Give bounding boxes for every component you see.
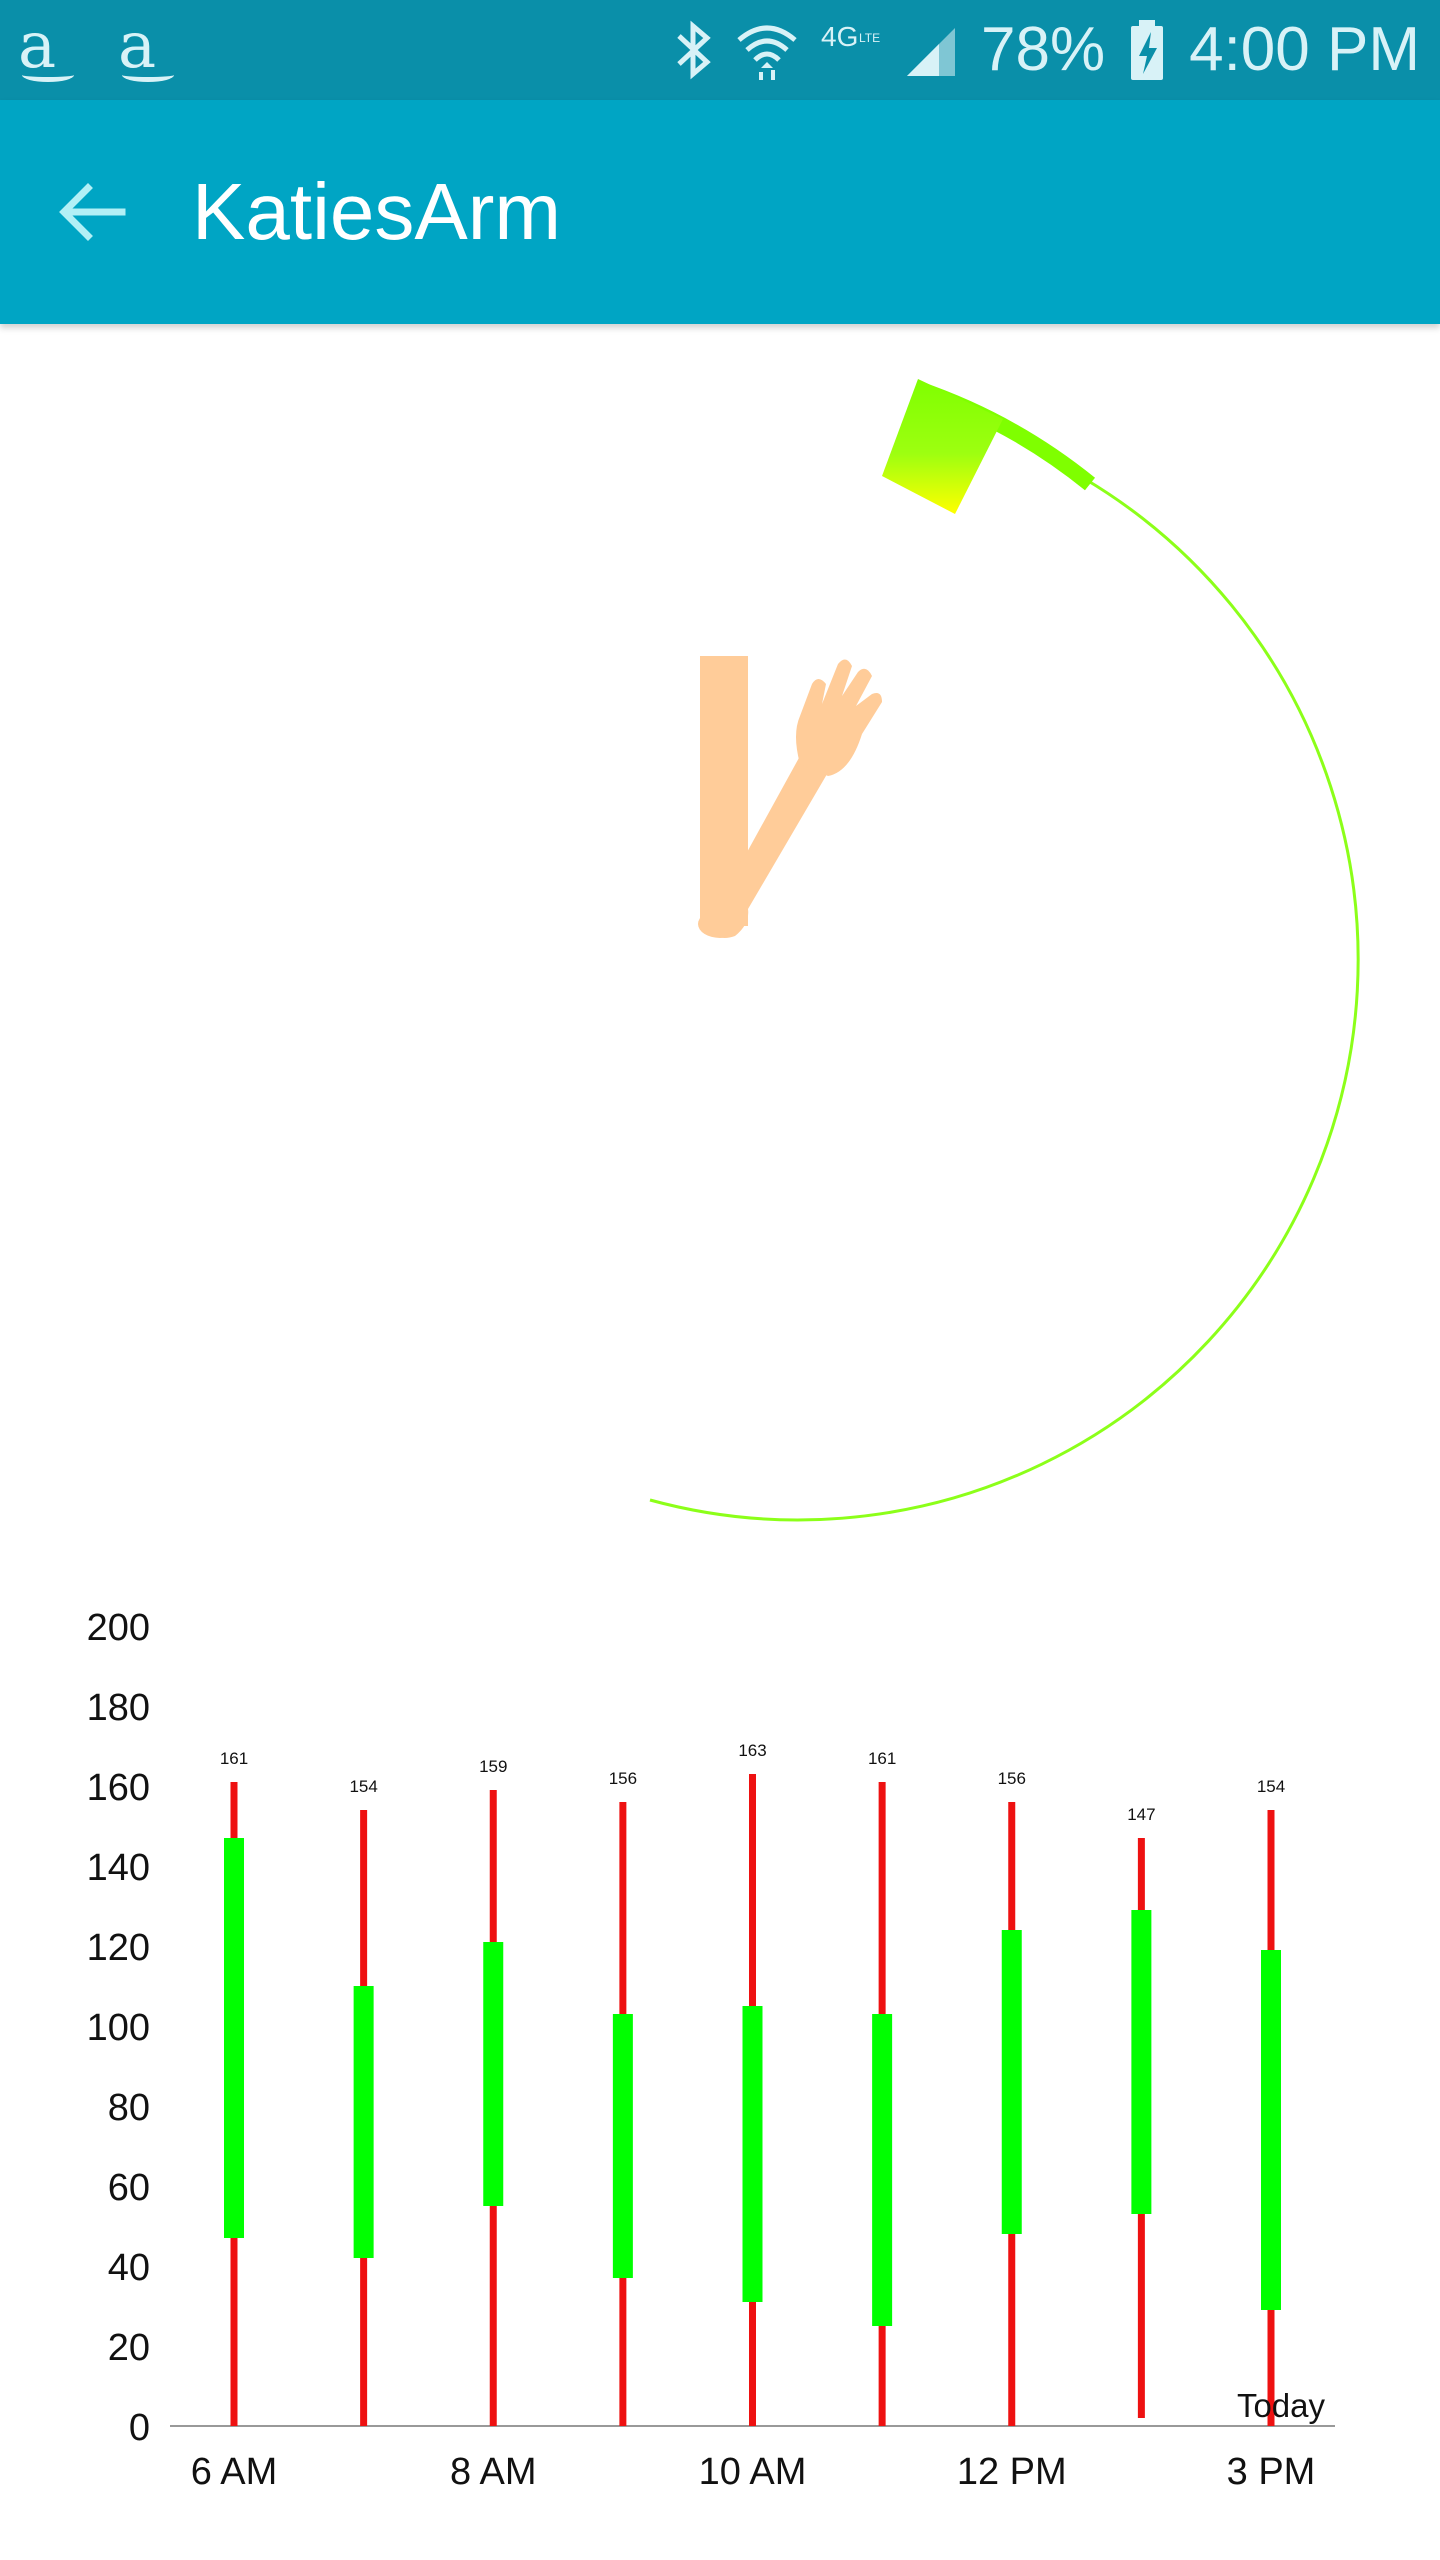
- data-label: 161: [868, 1749, 896, 1768]
- app-bar: KatiesArm: [0, 100, 1440, 324]
- back-button[interactable]: [52, 172, 132, 252]
- battery-charging-icon: [1127, 18, 1167, 82]
- amazon-icon: a: [118, 14, 178, 84]
- range-bar: [483, 1942, 504, 2206]
- range-bar: [224, 1838, 244, 2238]
- y-tick-label: 60: [108, 2167, 150, 2209]
- angle-gauge: [882, 379, 1003, 514]
- status-bar: a a 4G LTE 78%: [0, 0, 1440, 100]
- clock: 4:00 PM: [1189, 15, 1420, 84]
- amazon-icon: a: [18, 14, 78, 84]
- data-label: 154: [1257, 1777, 1285, 1796]
- y-tick-label: 80: [108, 2087, 150, 2129]
- data-label: 154: [349, 1777, 377, 1796]
- arm-raised-icon: [698, 656, 882, 938]
- range-chart: 0 20 40 60 80 100 120 140 160 180 200 161 154 159 156 1…: [0, 1570, 1440, 2560]
- y-tick-label: 0: [129, 2407, 150, 2449]
- data-label: 147: [1127, 1805, 1155, 1824]
- range-bar: [612, 2014, 633, 2278]
- range-bar: [353, 1986, 374, 2258]
- x-tick-label: 12 PM: [957, 2451, 1067, 2493]
- x-tick-label: 6 AM: [191, 2451, 278, 2493]
- data-label: 161: [220, 1749, 248, 1768]
- range-bar: [872, 2014, 893, 2326]
- range-bar: [1131, 1910, 1152, 2214]
- battery-percent: 78%: [981, 15, 1106, 84]
- bluetooth-icon: [673, 20, 713, 80]
- range-bar: [1261, 1950, 1281, 2310]
- x-tick-label: 10 AM: [699, 2451, 807, 2493]
- y-tick-label: 180: [87, 1687, 150, 1729]
- range-bar: [742, 2006, 763, 2302]
- signal-icon: [903, 20, 959, 80]
- status-left-icons: a a: [18, 14, 178, 84]
- chart-annotation: Today: [1237, 2387, 1326, 2424]
- arm-visualization: [0, 324, 1440, 1574]
- y-tick-label: 120: [87, 1927, 150, 1969]
- data-label: 156: [998, 1769, 1026, 1788]
- y-tick-label: 100: [87, 2007, 150, 2049]
- page-title: KatiesArm: [192, 167, 561, 256]
- data-label: 159: [479, 1757, 507, 1776]
- y-tick-label: 20: [108, 2327, 150, 2369]
- wifi-icon: [735, 20, 799, 80]
- y-tick-label: 40: [108, 2247, 150, 2289]
- data-label: 156: [609, 1769, 637, 1788]
- x-tick-label: 8 AM: [450, 2451, 537, 2493]
- x-tick-label: 3 PM: [1227, 2451, 1316, 2493]
- chart-svg: 0 20 40 60 80 100 120 140 160 180 200 161 154 159 156 1…: [87, 1607, 1335, 2493]
- network-label: 4G: [821, 21, 858, 52]
- y-tick-label: 140: [87, 1847, 150, 1889]
- status-right-icons: 4G LTE 78% 4:00 PM: [673, 0, 1420, 100]
- data-label: 163: [738, 1741, 766, 1760]
- range-arc: [649, 477, 1360, 1522]
- range-bar: [1001, 1930, 1022, 2234]
- arrow-left-icon: [59, 183, 126, 241]
- lte-4g-icon: 4G LTE: [821, 20, 881, 80]
- svg-text:LTE: LTE: [859, 31, 880, 45]
- y-tick-label: 200: [87, 1607, 150, 1649]
- y-tick-label: 160: [87, 1767, 150, 1809]
